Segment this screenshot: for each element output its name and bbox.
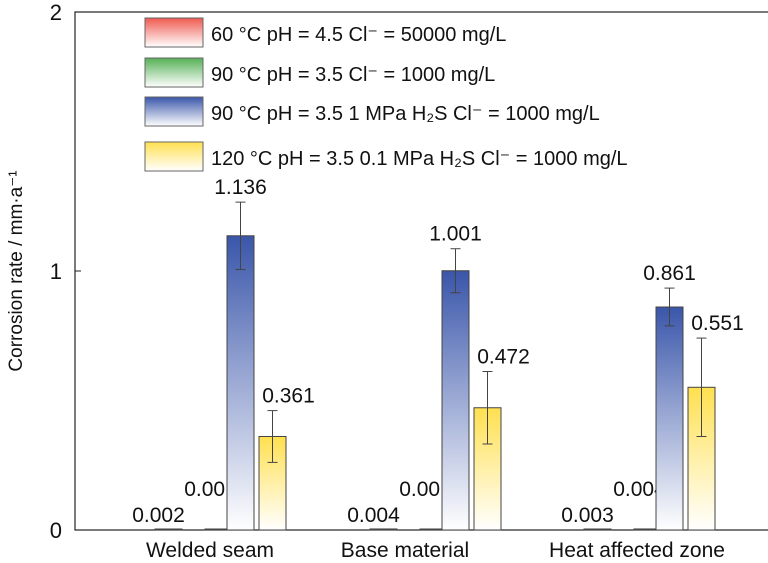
data-label: 0.002 [132,504,185,527]
x-tick-label: Heat affected zone [549,539,725,562]
legend-label: 90 °C pH = 3.5 Cl⁻ = 1000 mg/L [211,64,495,86]
data-label: 0.551 [691,312,744,335]
legend-label: 60 °C pH = 4.5 Cl⁻ = 50000 mg/L [211,24,506,46]
data-label: 1.136 [214,176,267,199]
legend-swatch [144,17,204,48]
bar [154,528,183,531]
data-label: 0.472 [477,345,530,368]
data-label: 0.003 [561,504,614,527]
data-label: 0.001 [399,478,452,501]
legend-label: 90 °C pH = 3.5 1 MPa H₂S Cl⁻ = 1000 mg/L [211,103,600,125]
y-axis-label: Corrosion rate / mm·a⁻¹ [6,170,27,371]
legend-swatch [144,141,204,172]
legend-swatch [144,57,204,88]
y-tick-label: 0 [50,518,62,543]
legend-swatch [144,96,204,127]
bar [369,528,398,531]
x-tick-label: Welded seam [146,539,274,562]
bar [441,270,470,531]
x-tick-label: Base material [341,539,469,562]
legend-label: 120 °C pH = 3.5 0.1 MPa H₂S Cl⁻ = 1000 m… [211,148,628,170]
data-label: 0.361 [262,385,315,408]
y-tick-label: 1 [50,259,62,284]
bar [655,306,684,531]
data-label: 0.004 [347,504,400,527]
bar [226,235,255,531]
data-label: 0.001 [184,478,237,501]
data-label: 0.861 [643,262,696,285]
data-label: 1.001 [429,223,482,246]
bar [583,528,612,531]
y-tick-label: 2 [50,0,62,25]
data-label: 0.004 [613,478,666,501]
